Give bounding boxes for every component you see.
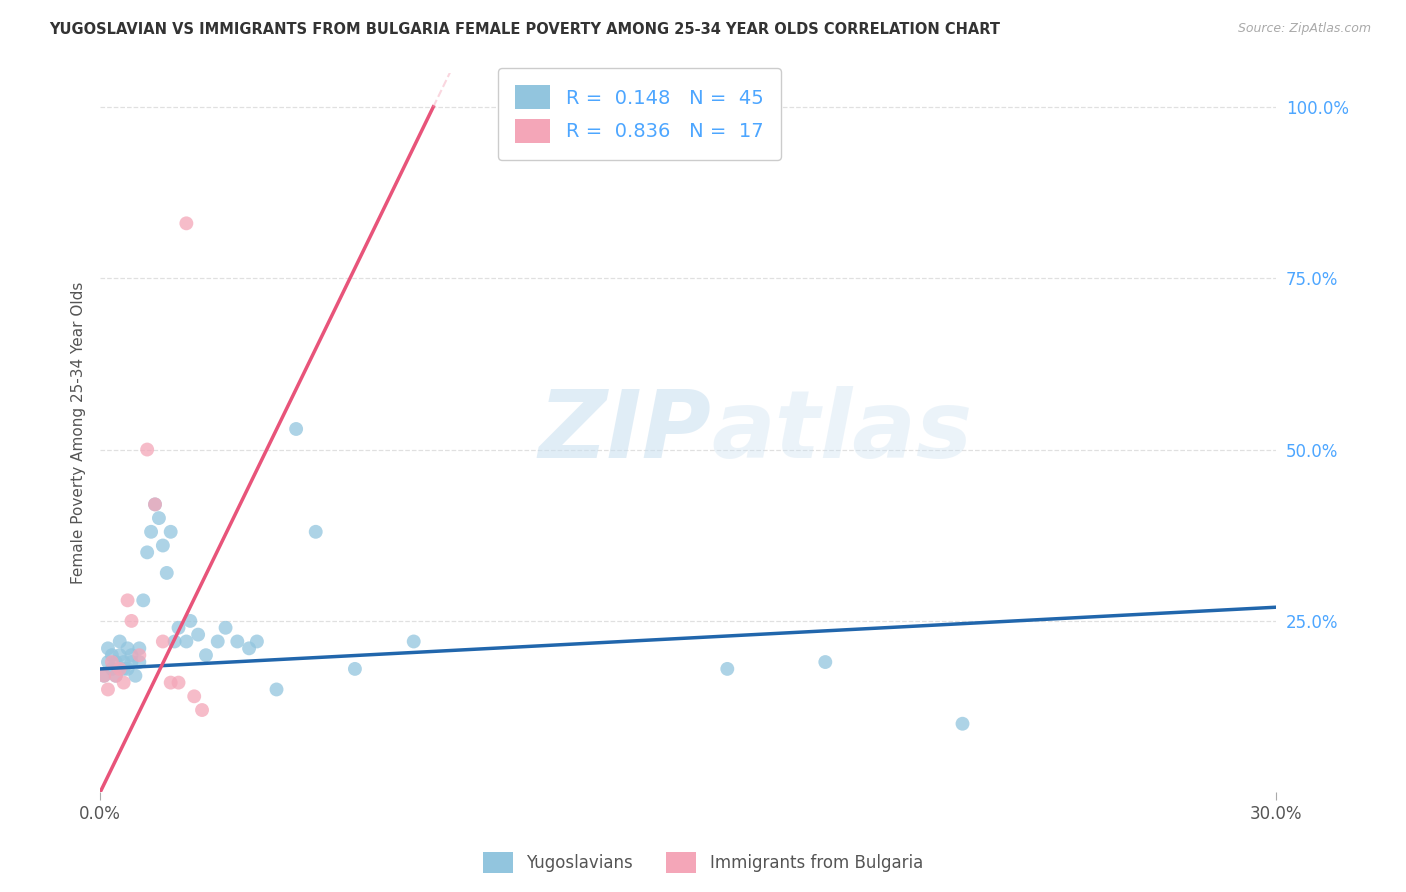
Point — [246, 634, 269, 648]
Point — [226, 634, 249, 648]
Point — [93, 669, 115, 683]
Point — [159, 524, 181, 539]
Point — [108, 662, 131, 676]
Point — [121, 648, 143, 663]
Legend: R =  0.148   N =  45, R =  0.836   N =  17: R = 0.148 N = 45, R = 0.836 N = 17 — [498, 68, 782, 160]
Point — [183, 690, 205, 704]
Text: atlas: atlas — [711, 386, 973, 478]
Point — [93, 669, 115, 683]
Point — [143, 497, 166, 511]
Y-axis label: Female Poverty Among 25-34 Year Olds: Female Poverty Among 25-34 Year Olds — [72, 281, 86, 583]
Point — [179, 614, 201, 628]
Point — [191, 703, 214, 717]
Point — [143, 497, 166, 511]
Point — [152, 634, 174, 648]
Point — [159, 675, 181, 690]
Point — [97, 682, 120, 697]
Text: Source: ZipAtlas.com: Source: ZipAtlas.com — [1237, 22, 1371, 36]
Point — [117, 662, 139, 676]
Point — [285, 422, 308, 436]
Point — [112, 655, 135, 669]
Point — [108, 648, 131, 663]
Point — [128, 655, 150, 669]
Point — [101, 662, 124, 676]
Point — [104, 669, 127, 683]
Point — [121, 655, 143, 669]
Point — [266, 682, 288, 697]
Point — [238, 641, 260, 656]
Point — [121, 614, 143, 628]
Point — [104, 669, 127, 683]
Point — [128, 648, 150, 663]
Point — [117, 593, 139, 607]
Point — [97, 655, 120, 669]
Point — [136, 545, 159, 559]
Point — [952, 716, 974, 731]
Point — [163, 634, 186, 648]
Point — [402, 634, 425, 648]
Point — [132, 593, 155, 607]
Point — [207, 634, 229, 648]
Point — [97, 641, 120, 656]
Point — [305, 524, 328, 539]
Point — [167, 621, 190, 635]
Point — [108, 634, 131, 648]
Point — [156, 566, 179, 580]
Text: ZIP: ZIP — [538, 386, 711, 478]
Point — [124, 669, 146, 683]
Point — [117, 641, 139, 656]
Point — [214, 621, 236, 635]
Point — [152, 539, 174, 553]
Legend: Yugoslavians, Immigrants from Bulgaria: Yugoslavians, Immigrants from Bulgaria — [477, 846, 929, 880]
Point — [112, 662, 135, 676]
Point — [343, 662, 366, 676]
Point — [148, 511, 170, 525]
Point — [716, 662, 738, 676]
Point — [128, 641, 150, 656]
Point — [139, 524, 162, 539]
Point — [101, 648, 124, 663]
Text: YUGOSLAVIAN VS IMMIGRANTS FROM BULGARIA FEMALE POVERTY AMONG 25-34 YEAR OLDS COR: YUGOSLAVIAN VS IMMIGRANTS FROM BULGARIA … — [49, 22, 1000, 37]
Point — [104, 655, 127, 669]
Point — [194, 648, 217, 663]
Point — [101, 655, 124, 669]
Point — [187, 627, 209, 641]
Point — [136, 442, 159, 457]
Point — [814, 655, 837, 669]
Point — [176, 634, 198, 648]
Point — [167, 675, 190, 690]
Point — [112, 675, 135, 690]
Point — [176, 216, 198, 230]
